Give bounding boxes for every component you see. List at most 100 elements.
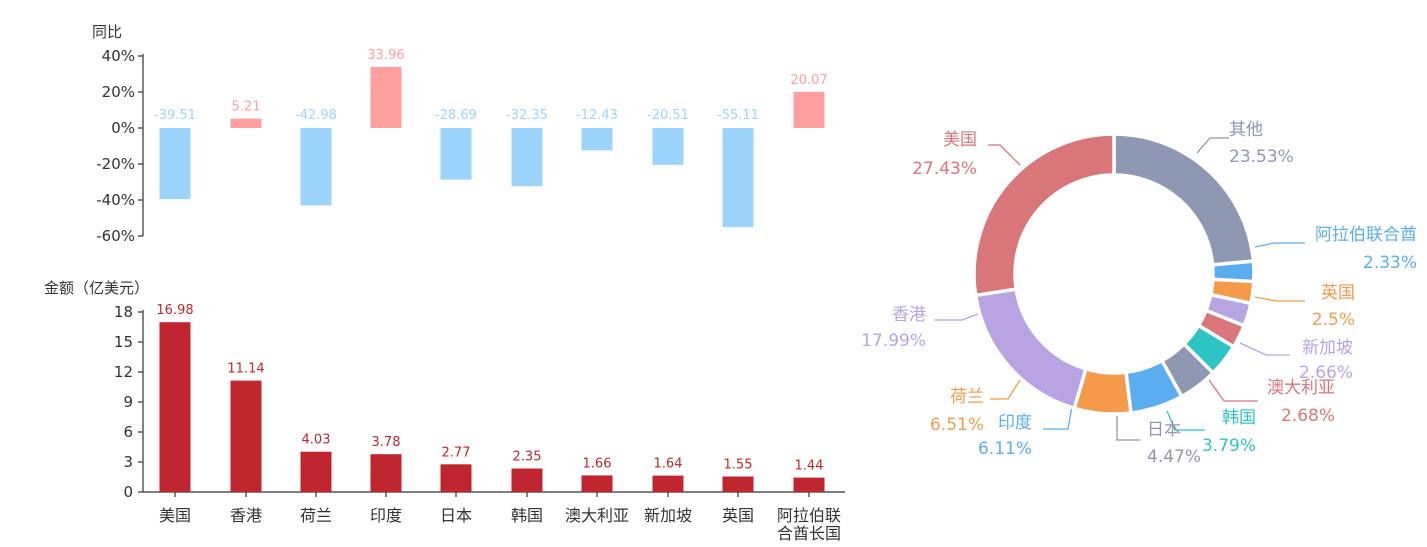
donut-slice-percent: 2.5% (1312, 310, 1355, 330)
amount-y-tick-label: 12 (114, 363, 133, 381)
donut-slice-name: 香港 (892, 305, 926, 325)
yoy-value-label: -42.98 (295, 108, 337, 123)
yoy-y-tick-label: -40% (96, 191, 135, 209)
amount-bar (511, 468, 543, 492)
yoy-y-tick-label: 0% (111, 119, 135, 137)
yoy-bar-chart: 同比 40% 20% 0% -20% -40% -60% -39.51 5.21 -42.98 33… (92, 23, 828, 245)
yoy-value-label: -32.35 (506, 108, 548, 123)
amount-y-tick-label: 18 (114, 303, 133, 321)
yoy-bar (370, 66, 402, 128)
donut-label-line (1166, 410, 1205, 431)
yoy-value-label: -28.69 (435, 108, 477, 123)
donut-slice-name: 日本 (1147, 420, 1181, 440)
donut-slice-name: 韩国 (1222, 408, 1256, 428)
donut-slice-name: 澳大利亚 (1267, 378, 1335, 398)
donut-label-line (1254, 296, 1305, 302)
donut-label-line (1043, 405, 1073, 430)
yoy-value-label: -55.11 (717, 108, 759, 123)
amount-bar (370, 454, 402, 492)
amount-x-tick-label: 合酋长国 (777, 524, 841, 543)
yoy-bar (440, 128, 472, 180)
amount-value-label: 1.66 (583, 456, 612, 471)
amount-x-tick-label: 阿拉伯联 (777, 506, 841, 525)
donut-slice (973, 287, 1089, 411)
yoy-value-label: 33.96 (367, 48, 404, 63)
donut-slice-name: 英国 (1321, 283, 1355, 303)
amount-x-tick-label: 美国 (159, 506, 191, 525)
amount-x-tick-label: 印度 (370, 506, 402, 525)
donut-slice-percent: 6.11% (978, 439, 1032, 459)
yoy-y-tick-label: 40% (102, 47, 135, 65)
amount-y-tick-label: 6 (123, 423, 133, 441)
yoy-y-tick-label: -60% (96, 227, 135, 245)
amount-y-tick-label: 0 (123, 483, 133, 501)
amount-value-label: 2.35 (513, 450, 542, 465)
donut-label-line (934, 313, 979, 321)
amount-x-tick-label: 英国 (722, 506, 754, 525)
amount-x-tick-label: 新加坡 (644, 506, 692, 525)
donut-slice-percent: 23.53% (1229, 147, 1294, 167)
yoy-bar (581, 128, 613, 151)
donut-label-line (1196, 137, 1229, 154)
donut-slice-name: 其他 (1229, 120, 1263, 140)
amount-bar (793, 477, 825, 492)
amount-bar (652, 475, 684, 492)
yoy-value-label: -12.43 (576, 108, 618, 123)
donut-slice-percent: 2.68% (1281, 406, 1335, 426)
amount-x-tick-label: 荷兰 (300, 506, 332, 525)
donut-label-line (1116, 414, 1140, 441)
amount-bar-chart: 金额（亿美元） 18 15 12 9 6 3 0 16.98 11.14 4.03 3.78 2.77 2… (44, 279, 845, 543)
yoy-bar (230, 118, 262, 128)
donut-slice-percent: 17.99% (861, 331, 926, 351)
amount-y-tick-label: 3 (123, 453, 133, 471)
donut-label-line (1239, 342, 1290, 356)
donut-slice-percent: 2.66% (1299, 363, 1353, 383)
yoy-bar (652, 128, 684, 165)
donut-slice-name: 印度 (998, 413, 1032, 433)
yoy-value-label: 20.07 (790, 73, 827, 88)
donut-label-line (1208, 379, 1258, 402)
amount-x-tick-label: 韩国 (511, 506, 543, 525)
amount-value-label: 3.78 (372, 435, 401, 450)
yoy-value-label: -20.51 (647, 108, 689, 123)
yoy-value-label: 5.21 (232, 100, 261, 115)
donut-slice-name: 新加坡 (1302, 338, 1353, 358)
amount-x-tick-label: 澳大利亚 (565, 506, 629, 525)
donut-slice (972, 132, 1116, 298)
amount-y-tick-label: 9 (123, 393, 133, 411)
donut-slice-name: 阿拉伯联合酋 (1315, 225, 1417, 245)
yoy-y-tick-label: 20% (102, 83, 135, 101)
amount-x-tick-label: 香港 (230, 506, 262, 525)
donut-slice-percent: 3.79% (1202, 436, 1256, 456)
donut-slice-name: 美国 (943, 130, 977, 150)
yoy-bar (511, 128, 543, 187)
donut-label-line (990, 379, 1021, 400)
amount-value-label: 2.77 (442, 445, 471, 460)
yoy-axis-title: 同比 (92, 23, 122, 41)
donut-slice-percent: 2.33% (1363, 253, 1417, 273)
amount-bar (440, 464, 472, 492)
yoy-y-tick-label: -20% (96, 155, 135, 173)
donut-slice-percent: 4.47% (1147, 447, 1201, 467)
amount-value-label: 11.14 (227, 362, 264, 377)
amount-bar (159, 322, 191, 492)
amount-axis-title: 金额（亿美元） (44, 279, 149, 297)
amount-bar (230, 380, 262, 492)
amount-bar (722, 476, 754, 492)
amount-bar (581, 475, 613, 492)
donut-label-line (988, 144, 1021, 166)
donut-label-line (1254, 242, 1305, 248)
yoy-bar (793, 91, 825, 128)
amount-x-tick-label: 日本 (440, 506, 472, 525)
amount-value-label: 4.03 (302, 433, 331, 448)
donut-slice-percent: 6.51% (930, 415, 984, 435)
donut-slice-percent: 27.43% (912, 159, 977, 179)
amount-value-label: 16.98 (156, 303, 193, 318)
share-donut-chart: 其他 23.53% 阿拉伯联合酋 2.33% 英国 2.5% 新加坡 2.66%澳大利亚 2.6… (861, 120, 1417, 467)
yoy-bar (300, 128, 332, 206)
yoy-bar (159, 128, 191, 200)
amount-value-label: 1.44 (795, 459, 824, 474)
amount-y-tick-label: 15 (114, 333, 133, 351)
yoy-value-label: -39.51 (154, 108, 196, 123)
